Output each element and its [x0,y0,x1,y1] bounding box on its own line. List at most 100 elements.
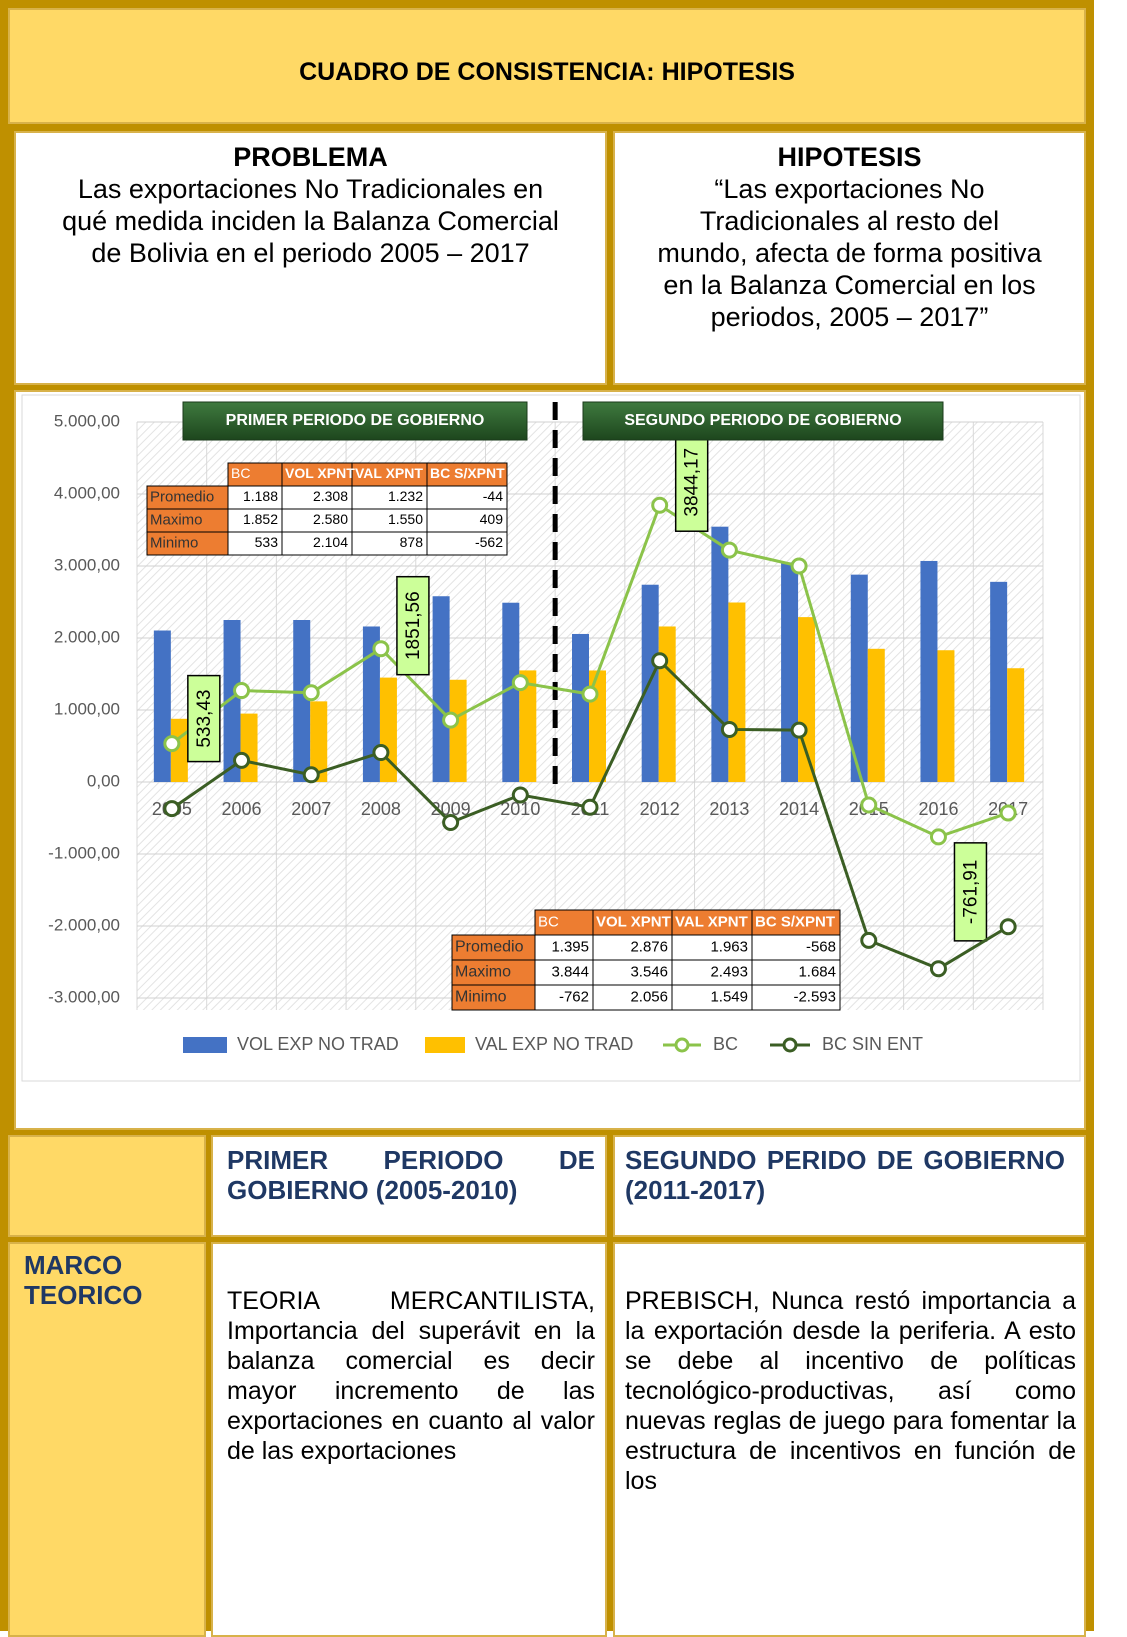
header-text: SEGUNDO PERIDO DE GOBIERNO (2011-2017) [625,1145,1065,1205]
y-tick-label: 0,00 [87,771,120,790]
table-row-label: Maximo [455,964,511,981]
body-cell: PREBISCH, Nunca restó importancia a la e… [613,1242,1086,1637]
bar [867,648,885,782]
bar [920,560,938,782]
header-cell: SEGUNDO PERIDO DE GOBIERNO (2011-2017) [613,1135,1086,1237]
y-tick-label: 4.000,00 [54,483,120,502]
legend-label: VAL EXP NO TRAD [475,1034,633,1054]
bar [990,581,1008,782]
table-value: 409 [480,511,504,527]
x-tick-label: 2006 [222,799,262,819]
bar [432,596,450,782]
body-text: PREBISCH, Nunca restó importancia a la e… [625,1287,1076,1495]
table-row-label: Minimo [455,989,507,1006]
data-label: -761,91 [953,842,988,942]
table-header: VAL XPNT [675,913,748,930]
bar [937,650,955,782]
table-row-label: Promedio [455,939,524,956]
data-label-text: 1851,56 [403,591,424,660]
line-marker [302,766,320,784]
line-marker [233,682,251,700]
data-label-box [396,575,430,676]
line-marker [651,496,669,514]
row-label-cell: MARCO TEORICO [8,1242,206,1637]
line-marker [372,744,390,762]
data-label-text: 3844,17 [682,448,703,517]
line-marker [511,786,529,804]
table-row-label: Promedio [150,488,214,505]
line-marker [163,800,181,818]
table-cell [592,984,673,1011]
y-tick-label: 1.000,00 [54,699,120,718]
line-marker [999,918,1017,936]
bar [658,626,676,782]
table-value: -44 [483,488,503,504]
table-cell [751,959,841,986]
header-corner [8,1135,206,1237]
annotation-box [582,401,944,441]
annotation: PRIMER PERIODO DE GOBIERNO [226,412,485,429]
bar [362,626,380,782]
table-cell [671,909,753,936]
line-marker [233,751,251,769]
x-tick-label: 2013 [709,799,749,819]
bar [240,713,258,782]
table-value: 1.550 [388,511,423,527]
legend-marker [674,1037,690,1053]
table-header: BC [231,465,250,481]
line-marker [999,804,1017,822]
table-header: BC S/XPNT [755,913,835,930]
data-label-box [187,674,221,763]
line-marker [860,796,878,814]
bar [449,679,467,782]
table-value: 2.580 [313,511,348,527]
data-label: 1851,56 [396,575,430,676]
line-marker [720,541,738,559]
table-value: -2.593 [793,988,836,1005]
table-value: 1.963 [710,938,748,955]
bar [153,630,171,782]
bar [572,633,589,782]
table-value: 3.546 [630,963,668,980]
bar [1007,668,1025,782]
legend-label: BC [713,1034,738,1054]
document: CUADRO DE CONSISTENCIA: HIPOTESIS PROBLE… [0,0,1094,1637]
annotation: SEGUNDO PERIODO DE GOBIERNO [624,412,901,429]
table-value: 1.232 [388,488,423,504]
body-cell: TEORIA MERCANTILISTA, Importancia del su… [211,1242,607,1637]
table-value: 2.876 [630,938,668,955]
table-header: VAL XPNT [355,465,423,481]
line-marker [790,557,808,575]
line-marker [581,685,599,703]
x-tick-label: 2007 [291,799,331,819]
data-label: 3844,17 [674,432,709,532]
table-value: 1.395 [551,938,589,955]
table-value: -762 [559,988,589,1005]
table-value: 2.308 [313,488,348,504]
table-value: 1.188 [243,488,278,504]
body-text: TEORIA MERCANTILISTA, Importancia del su… [227,1287,595,1465]
line-marker [302,684,320,702]
table-value: 1.684 [798,963,836,980]
line-marker [929,828,947,846]
legend-swatch [425,1037,465,1053]
line-marker [442,711,460,729]
hypothesis-cell: HIPOTESIS “Las exportaciones No Tradicio… [613,131,1086,385]
line-marker [581,798,599,816]
bar [223,620,241,782]
problem-text: Las exportaciones No Tradicionales en qu… [62,174,559,268]
hypothesis-heading: HIPOTESIS [777,142,922,172]
y-tick-label: -1.000,00 [48,843,120,862]
title: CUADRO DE CONSISTENCIA: HIPOTESIS [299,58,795,86]
header-text: PRIMER PERIODO DE GOBIERNO (2005-2010) [227,1145,595,1205]
bar [711,526,729,782]
table-cell [534,984,594,1011]
data-label-text: 533,43 [194,690,215,748]
y-tick-label: -3.000,00 [48,987,120,1006]
bar [502,602,520,782]
x-tick-label: 2014 [779,799,819,819]
y-tick-label: 3.000,00 [54,555,120,574]
table-cell [751,909,841,936]
table-cell [426,531,508,556]
table-value: 2.493 [710,963,748,980]
